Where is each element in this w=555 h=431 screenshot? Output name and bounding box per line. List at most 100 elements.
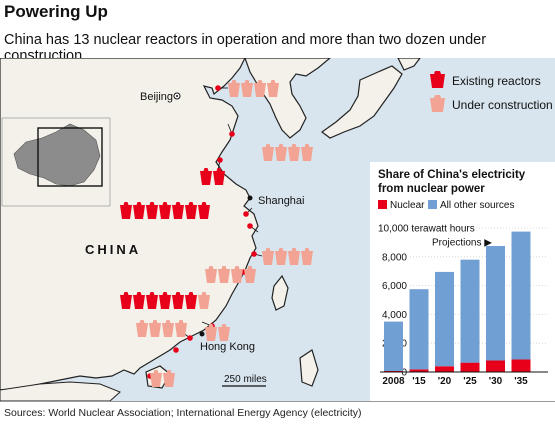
legend-construction-icon: [430, 95, 445, 112]
japan-north: [397, 57, 422, 71]
legend-swatch: [378, 200, 387, 209]
reactor-site-dot: [173, 347, 179, 353]
city-dot-shanghai: [247, 195, 253, 201]
locator-box: [37, 127, 103, 187]
chart-title: Share of China's electricity: [378, 169, 526, 181]
bar-segment: [460, 259, 480, 363]
japan: [320, 65, 403, 139]
page-title: Powering Up: [4, 2, 108, 21]
reactor-construction-icon: [149, 320, 161, 337]
reactor-site-dot: [251, 251, 257, 257]
bar-segment: [435, 366, 454, 372]
bar-segment: [409, 369, 429, 372]
bar-segment: [435, 271, 454, 367]
reactor-construction-icon: [254, 80, 266, 97]
philippines: [299, 349, 319, 387]
reactor-construction-icon: [175, 320, 187, 337]
reactor-existing-icon: [200, 168, 212, 185]
reactor-site-dot: [215, 85, 221, 91]
city-label-shanghai: Shanghai: [258, 195, 305, 207]
bar-segment: [409, 289, 429, 370]
reactor-construction-icon: [163, 370, 175, 387]
reactor-construction-icon: [301, 144, 313, 161]
city-label-hong-kong: Hong Kong: [200, 341, 255, 353]
reactor-existing-icon: [120, 292, 132, 309]
reactor-construction-icon: [136, 320, 148, 337]
reactor-construction-icon: [205, 266, 217, 283]
y-axis-label: 10,000 terawatt hours: [378, 224, 475, 235]
reactor-existing-icon: [213, 168, 225, 185]
footer-rule: [0, 401, 555, 402]
map-legend: Existing reactors Under construction: [430, 71, 553, 112]
reactor-construction-icon: [231, 266, 243, 283]
bar-segment: [486, 360, 505, 372]
taiwan: [271, 274, 289, 311]
chart-title: from nuclear power: [378, 183, 485, 195]
reactor-site-dot: [217, 157, 223, 163]
source-note: Sources: World Nuclear Association; Inte…: [4, 407, 362, 419]
x-tick-label: '25: [463, 376, 477, 387]
reactor-construction-icon: [228, 80, 240, 97]
legend-series-label: Nuclear: [390, 200, 425, 211]
reactor-existing-icon: [198, 202, 210, 219]
x-tick-label: 2008: [382, 376, 405, 387]
legend-construction-label: Under construction: [452, 98, 553, 112]
reactor-construction-icon: [301, 248, 313, 265]
y-tick-label: 4,000: [382, 310, 407, 321]
reactor-existing-icon: [120, 202, 132, 219]
reactor-construction-icon: [275, 144, 287, 161]
bar-segment: [460, 362, 480, 372]
map: 250 miles Beijing Shanghai Hong Kong CHI…: [0, 57, 555, 402]
bar-segment: [384, 370, 403, 372]
chart: Share of China's electricity from nuclear…: [378, 169, 548, 387]
x-tick-label: '15: [412, 376, 426, 387]
y-tick-label: 6,000: [382, 281, 407, 292]
scale-label: 250 miles: [224, 374, 267, 385]
reactor-existing-icon: [172, 292, 184, 309]
legend-existing-label: Existing reactors: [452, 74, 541, 88]
bar-segment: [384, 321, 403, 371]
reactor-site-dot: [229, 131, 235, 137]
x-tick-label: '35: [514, 376, 528, 387]
y-tick-label: 0: [401, 368, 407, 379]
reactor-existing-icon: [159, 292, 171, 309]
reactor-construction-icon: [262, 144, 274, 161]
y-tick-label: 8,000: [382, 252, 407, 263]
reactor-construction-icon: [288, 144, 300, 161]
reactor-existing-icon: [172, 202, 184, 219]
reactor-construction-icon: [218, 324, 230, 341]
reactor-construction-icon: [150, 370, 162, 387]
reactor-site-dot: [187, 335, 193, 341]
legend-swatch: [428, 200, 437, 209]
reactor-existing-icon: [159, 202, 171, 219]
city-label-beijing: Beijing: [140, 91, 173, 103]
reactor-construction-icon: [288, 248, 300, 265]
locator-china: [13, 123, 101, 187]
reactor-icons: [120, 80, 313, 387]
legend-existing-icon: [430, 71, 445, 88]
reactor-construction-icon: [262, 248, 274, 265]
capital-dot: [176, 95, 178, 97]
reactor-existing-icon: [185, 292, 197, 309]
reactor-construction-icon: [218, 266, 230, 283]
city-dot-hong-kong: [199, 331, 205, 337]
reactor-existing-icon: [146, 292, 158, 309]
projections-annotation: Projections ▶: [432, 237, 492, 248]
reactor-existing-icon: [133, 292, 145, 309]
reactor-existing-icon: [185, 202, 197, 219]
x-tick-label: '20: [438, 376, 452, 387]
reactor-site-dot: [247, 223, 253, 229]
x-tick-label: '30: [489, 376, 503, 387]
reactor-construction-icon: [267, 80, 279, 97]
country-label: CHINA: [85, 242, 141, 257]
bar-segment: [486, 246, 505, 361]
reactor-construction-icon: [275, 248, 287, 265]
reactor-construction-icon: [244, 266, 256, 283]
legend-series-label: All other sources: [440, 200, 514, 211]
reactor-construction-icon: [162, 320, 174, 337]
reactor-construction-icon: [205, 324, 217, 341]
reactor-construction-icon: [241, 80, 253, 97]
map-svg: 250 miles Beijing Shanghai Hong Kong CHI…: [0, 57, 555, 402]
reactor-construction-icon: [198, 292, 210, 309]
bar-segment: [511, 359, 531, 372]
